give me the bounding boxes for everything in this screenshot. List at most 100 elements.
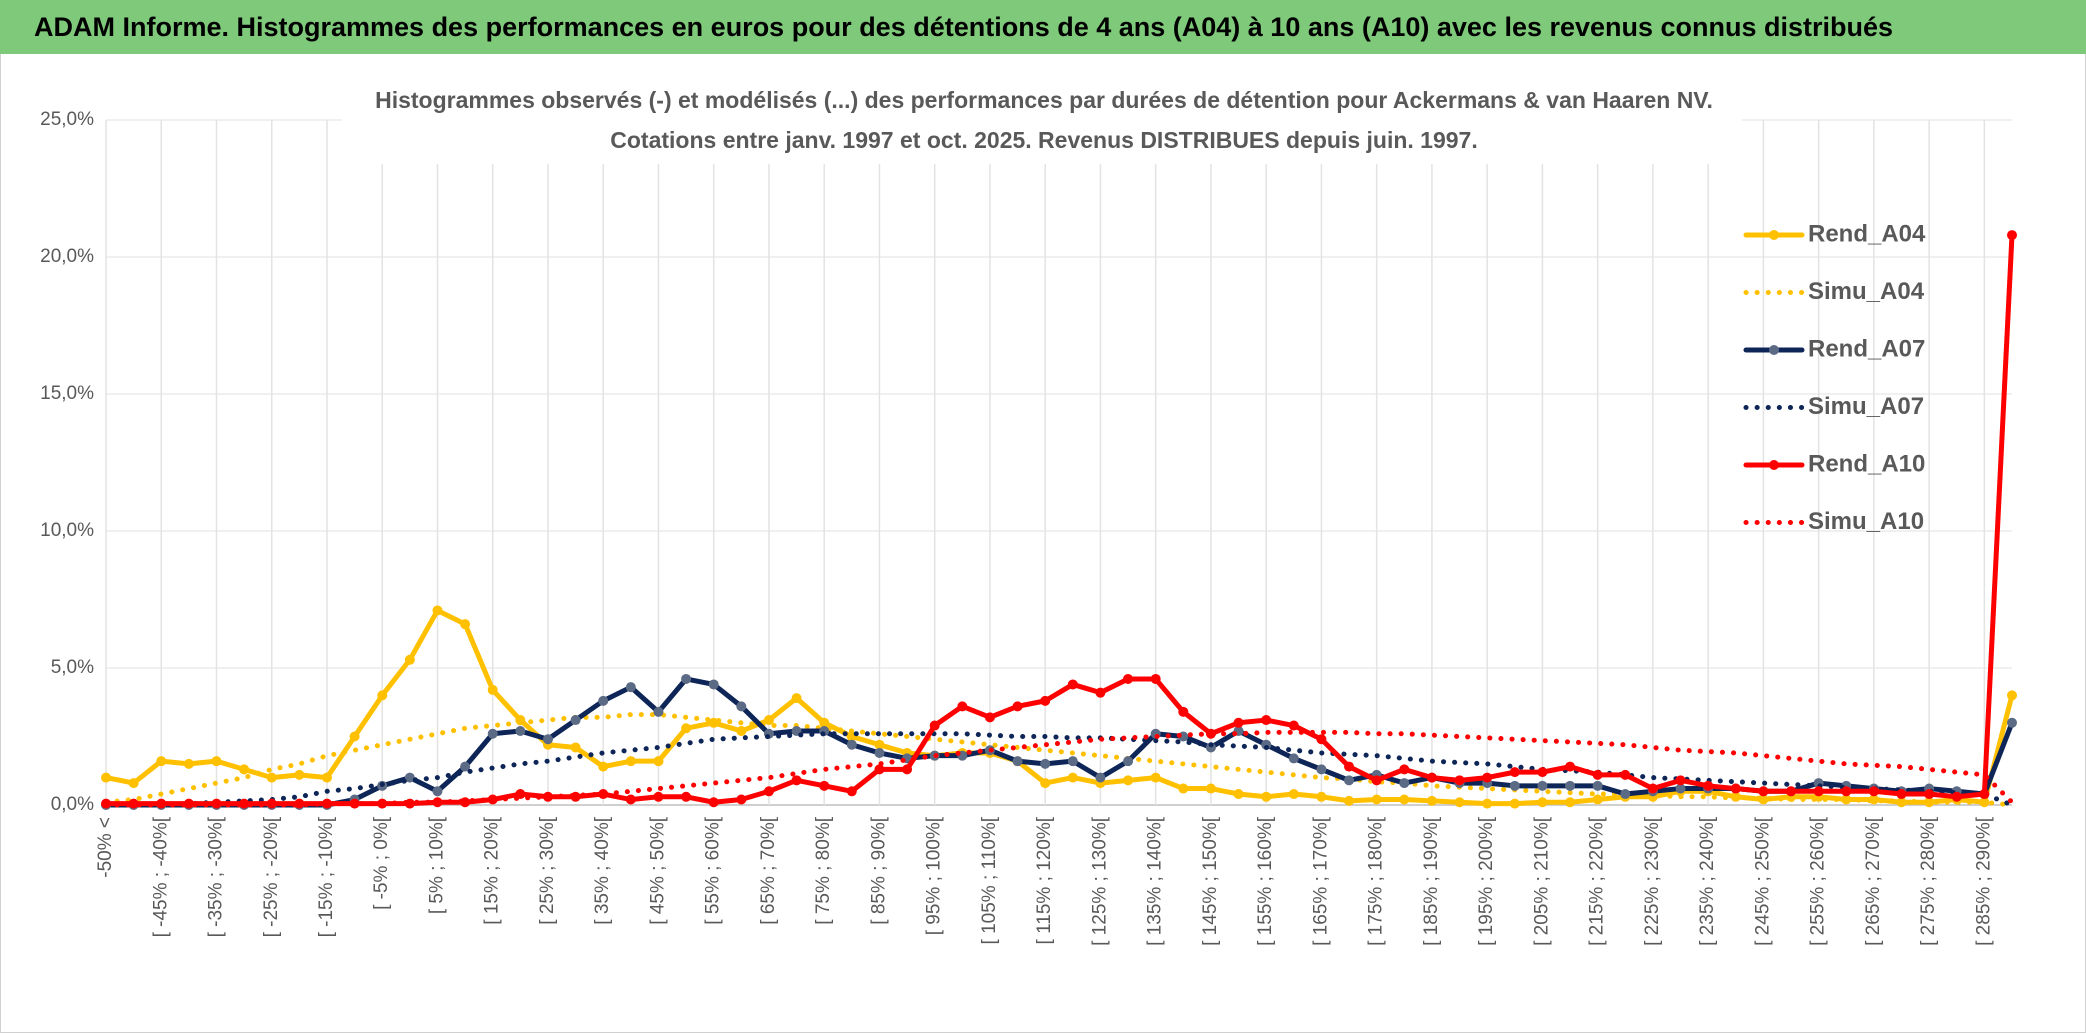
series-marker xyxy=(598,695,609,706)
series-marker xyxy=(1786,786,1797,797)
series-marker xyxy=(460,761,471,772)
x-tick-label: [ 205% ; 210%[ xyxy=(1531,816,1552,946)
x-tick-label: [ 15% ; 20%[ xyxy=(482,816,503,924)
series-marker xyxy=(294,769,305,780)
series-marker xyxy=(1067,679,1078,690)
series-marker xyxy=(1675,775,1686,786)
series-marker xyxy=(1233,717,1244,728)
series-marker xyxy=(1565,780,1576,791)
x-tick-label: [ 45% ; 50%[ xyxy=(647,816,668,924)
series-marker xyxy=(708,797,719,808)
y-tick-label: 15,0% xyxy=(40,383,94,404)
series-marker xyxy=(1537,780,1548,791)
series-marker xyxy=(1426,772,1437,783)
series-marker xyxy=(681,673,692,684)
x-tick-label: [ -5% ; 0%[ xyxy=(371,816,392,910)
series-marker xyxy=(1399,794,1410,805)
series-marker xyxy=(1040,778,1051,789)
series-marker xyxy=(929,720,940,731)
series-marker xyxy=(1509,798,1520,809)
series-marker xyxy=(266,772,277,783)
x-tick-label: [ 235% ; 240%[ xyxy=(1697,816,1718,946)
series-marker xyxy=(432,786,443,797)
series-marker xyxy=(1344,795,1355,806)
series-marker xyxy=(598,761,609,772)
series-marker xyxy=(377,690,388,701)
series-marker xyxy=(404,772,415,783)
x-tick-label: [ 185% ; 190%[ xyxy=(1421,816,1442,946)
series-marker xyxy=(1565,761,1576,772)
series-line xyxy=(103,729,2015,808)
series-marker xyxy=(1040,758,1051,769)
series-marker xyxy=(708,679,719,690)
series-marker xyxy=(625,682,636,693)
series-line xyxy=(103,676,2015,808)
legend-label: Simu_A10 xyxy=(1808,508,1924,535)
legend-label: Rend_A07 xyxy=(1808,335,1925,362)
series-marker xyxy=(1675,783,1686,794)
series-marker xyxy=(653,756,664,767)
series-marker xyxy=(1288,720,1299,731)
series-marker xyxy=(1758,786,1769,797)
x-tick-label: [ 5% ; 10%[ xyxy=(426,816,447,914)
series-marker xyxy=(460,619,471,630)
series-marker xyxy=(1426,795,1437,806)
legend-label: Simu_A04 xyxy=(1808,278,1925,305)
series-marker xyxy=(1979,797,1990,808)
series-marker xyxy=(432,605,443,616)
series-marker xyxy=(708,717,719,728)
series-marker xyxy=(211,756,222,767)
series-marker xyxy=(791,775,802,786)
series-marker xyxy=(1813,786,1824,797)
series-marker xyxy=(957,701,968,712)
legend-marker xyxy=(1769,230,1779,240)
legend-label: Simu_A07 xyxy=(1808,393,1924,420)
series-marker xyxy=(128,798,139,809)
series-marker xyxy=(625,756,636,767)
series-marker xyxy=(1509,767,1520,778)
series-marker xyxy=(763,786,774,797)
x-tick-label: [ 95% ; 100%[ xyxy=(924,816,945,935)
x-tick-label: [ -25% ; -20%[ xyxy=(261,816,282,937)
series-marker xyxy=(1344,761,1355,772)
x-tick-label: [ 105% ; 110%[ xyxy=(979,816,1000,944)
x-tick-label: [ 195% ; 200%[ xyxy=(1476,816,1497,946)
series-marker xyxy=(1012,756,1023,767)
series-marker xyxy=(515,726,526,737)
series-marker xyxy=(763,715,774,726)
legend-item: Simu_A04 xyxy=(1743,278,1925,305)
x-tick-label: [ 225% ; 230%[ xyxy=(1642,816,1663,946)
series-marker xyxy=(1537,797,1548,808)
x-tick-label: [ 75% ; 80%[ xyxy=(813,816,834,924)
series-marker xyxy=(1316,764,1327,775)
series-marker xyxy=(653,706,664,717)
legend-item: Simu_A10 xyxy=(1743,508,1924,535)
series-marker xyxy=(1123,756,1134,767)
series-marker xyxy=(846,786,857,797)
x-tick-label: [ 265% ; 270%[ xyxy=(1863,816,1884,946)
series-marker xyxy=(183,758,194,769)
series-marker xyxy=(1316,734,1327,745)
series-marker xyxy=(1592,769,1603,780)
series-marker xyxy=(846,739,857,750)
series-marker xyxy=(1592,794,1603,805)
series-marker xyxy=(128,778,139,789)
series-marker xyxy=(183,798,194,809)
series-marker xyxy=(542,734,553,745)
series-marker xyxy=(1647,783,1658,794)
series-marker xyxy=(1482,772,1493,783)
series-line xyxy=(103,712,2015,808)
series-marker xyxy=(570,742,581,753)
legend-marker xyxy=(1769,345,1779,355)
x-tick-label: [ 115% ; 120%[ xyxy=(1034,816,1055,944)
series-marker xyxy=(1261,715,1272,726)
series-marker xyxy=(349,731,360,742)
series-marker xyxy=(1730,783,1741,794)
x-tick-label: [ 215% ; 220%[ xyxy=(1587,816,1608,946)
series-marker xyxy=(1454,775,1465,786)
x-tick-label: [ 25% ; 30%[ xyxy=(537,816,558,924)
x-tick-label: [ 155% ; 160%[ xyxy=(1255,816,1276,946)
x-tick-label: [ 125% ; 130%[ xyxy=(1089,816,1110,946)
